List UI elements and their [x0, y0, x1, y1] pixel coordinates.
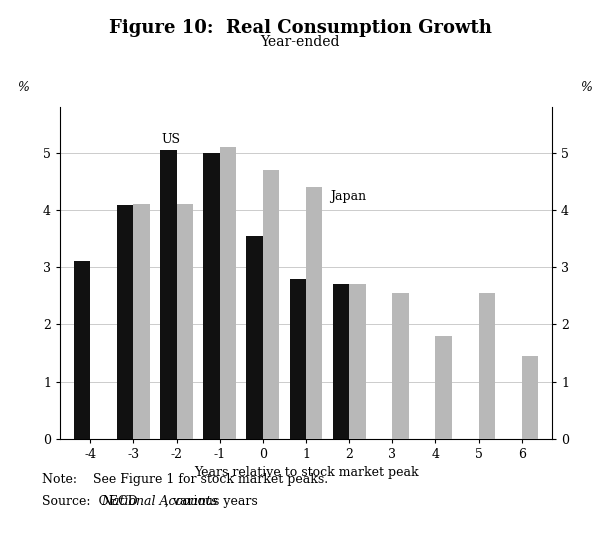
Bar — [436, 336, 452, 439]
Bar — [133, 204, 150, 439]
Bar — [349, 284, 365, 439]
Bar — [333, 284, 349, 439]
Text: US: US — [161, 133, 181, 146]
Bar — [247, 236, 263, 439]
Bar — [74, 262, 90, 439]
Text: , various years: , various years — [165, 495, 258, 508]
Text: Year-ended: Year-ended — [260, 35, 340, 49]
Bar — [479, 293, 495, 439]
Text: Figure 10:  Real Consumption Growth: Figure 10: Real Consumption Growth — [109, 19, 491, 37]
Bar — [117, 205, 133, 439]
Bar — [220, 147, 236, 439]
Bar — [522, 356, 538, 439]
Bar — [392, 293, 409, 439]
X-axis label: Years relative to stock market peak: Years relative to stock market peak — [194, 467, 418, 479]
Bar — [160, 150, 176, 439]
Bar — [306, 187, 322, 439]
Text: Source:  OECD: Source: OECD — [42, 495, 142, 508]
Text: %: % — [581, 81, 592, 94]
Text: Note:    See Figure 1 for stock market peaks.: Note: See Figure 1 for stock market peak… — [42, 473, 328, 486]
Bar — [203, 153, 220, 439]
Text: %: % — [17, 81, 29, 94]
Text: Japan: Japan — [330, 190, 366, 203]
Bar — [290, 279, 306, 439]
Bar — [176, 204, 193, 439]
Bar — [263, 170, 279, 439]
Text: National Accounts: National Accounts — [101, 495, 217, 508]
